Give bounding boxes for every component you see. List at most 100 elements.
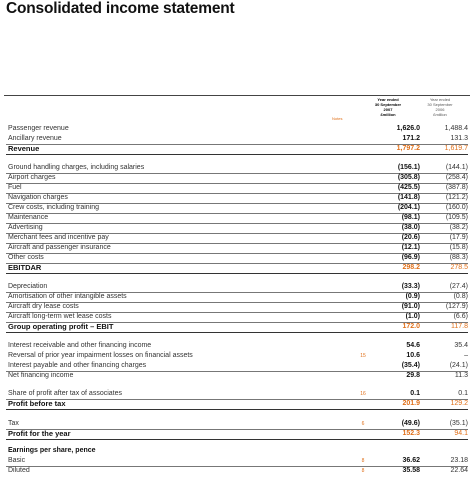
statement-row: Interest receivable and other financing …	[6, 341, 468, 351]
row-previous-value: 94.1	[454, 430, 468, 437]
previous-header-line: Year ended	[429, 97, 451, 102]
row-label: Profit before tax	[8, 399, 66, 408]
row-current-value: (38.0)	[401, 224, 420, 231]
row-current-value: (33.3)	[401, 283, 420, 290]
row-previous-value: (35.1)	[449, 420, 468, 427]
row-current-value: 35.58	[402, 467, 420, 474]
row-label: Share of profit after tax of associates	[8, 390, 123, 397]
row-current-value: (0.9)	[405, 293, 420, 300]
row-label: Earnings per share, pence	[8, 447, 96, 454]
row-previous-value: 23.18	[450, 457, 468, 464]
statement-total-row: Revenue 1,797.2 1,619.7	[6, 144, 468, 155]
statement-row: Reversal of prior year impairment losses…	[6, 351, 468, 361]
row-label: Passenger revenue	[8, 125, 69, 132]
statement-row: Basic 8 36.62 23.18	[6, 456, 468, 467]
row-previous-value: (6.6)	[453, 313, 468, 320]
statement-row: Ancillary revenue 171.2 131.3	[6, 134, 468, 145]
row-current-value: (49.6)	[401, 420, 420, 427]
statement-row: Passenger revenue 1,626.0 1,488.4	[6, 124, 468, 134]
statement-row: Maintenance (98.1) (109.5)	[6, 213, 468, 224]
row-label: Basic	[8, 457, 26, 464]
row-label: Maintenance	[8, 214, 49, 221]
row-label: Aircraft dry lease costs	[8, 303, 79, 310]
row-previous-value: 129.2	[450, 400, 468, 407]
row-label: Interest receivable and other financing …	[8, 342, 152, 349]
row-previous-value: 278.5	[450, 264, 468, 271]
row-previous-value: (15.8)	[449, 244, 468, 251]
row-label: Tax	[8, 420, 19, 427]
row-previous-value: 35.4	[454, 342, 468, 349]
row-label: Amortisation of other intangible assets	[8, 293, 127, 300]
row-label: Aircraft and passenger insurance	[8, 244, 111, 251]
row-current-value: (12.1)	[401, 244, 420, 251]
row-previous-value: (109.5)	[445, 214, 468, 221]
statement-row: Navigation charges (141.8) (121.2)	[6, 193, 468, 204]
row-label: Group operating profit – EBIT	[8, 322, 114, 331]
statement-row: Airport charges (305.8) (258.4)	[6, 173, 468, 184]
row-note: 8	[361, 458, 365, 464]
row-label: Airport charges	[8, 174, 56, 181]
current-header-line: 30 September	[374, 102, 402, 107]
previous-header-line: 2006	[435, 107, 445, 112]
statement-section-heading: Earnings per share, pence	[6, 446, 468, 456]
row-label: Merchant fees and incentive pay	[8, 234, 109, 241]
row-current-value: (425.5)	[397, 184, 420, 191]
statement-row: Depreciation (33.3) (27.4)	[6, 282, 468, 293]
row-label: Revenue	[8, 144, 40, 153]
previous-year-header: Year ended 30 September 2006 £million	[418, 97, 462, 117]
row-label: Profit for the year	[8, 429, 71, 438]
statement-total-row: Group operating profit – EBIT 172.0 117.…	[6, 322, 468, 333]
row-label: Depreciation	[8, 283, 48, 290]
row-current-value: (305.8)	[397, 174, 420, 181]
statement-total-row: Profit before tax 201.9 129.2	[6, 399, 468, 410]
row-previous-value: 1,488.4	[444, 125, 468, 132]
row-label: Ancillary revenue	[8, 135, 62, 142]
row-current-value: (141.8)	[397, 194, 420, 201]
row-previous-value: 22.64	[450, 467, 468, 474]
row-label: Interest payable and other financing cha…	[8, 362, 147, 369]
row-current-value: 0.1	[410, 390, 420, 397]
row-previous-value: (27.4)	[449, 283, 468, 290]
row-current-value: (98.1)	[401, 214, 420, 221]
row-current-value: 152.3	[402, 430, 420, 437]
statement-row: Fuel (425.5) (387.8)	[6, 183, 468, 194]
current-header-line: Year ended	[377, 97, 399, 102]
row-previous-value: (17.9)	[449, 234, 468, 241]
row-label: Reversal of prior year impairment losses…	[8, 352, 193, 359]
row-current-value: 298.2	[402, 264, 420, 271]
row-current-value: (204.1)	[397, 204, 420, 211]
row-label: EBITDAR	[8, 263, 42, 272]
statement-row: Share of profit after tax of associates …	[6, 389, 468, 400]
row-label: Navigation charges	[8, 194, 68, 201]
row-current-value: (1.0)	[405, 313, 420, 320]
row-current-value: 1,626.0	[396, 125, 420, 132]
top-divider	[4, 95, 470, 96]
row-label: Advertising	[8, 224, 43, 231]
row-previous-value: 0.1	[458, 390, 468, 397]
row-label: Fuel	[8, 184, 22, 191]
row-previous-value: (121.2)	[445, 194, 468, 201]
row-label: Diluted	[8, 467, 30, 474]
row-previous-value: 1,619.7	[444, 145, 468, 152]
statement-row: Aircraft long-term wet lease costs (1.0)…	[6, 312, 468, 323]
row-current-value: (156.1)	[397, 164, 420, 171]
row-current-value: 1,797.2	[396, 145, 420, 152]
row-current-value: 54.6	[406, 342, 420, 349]
row-previous-value: (387.8)	[445, 184, 468, 191]
statement-row: Merchant fees and incentive pay (20.6) (…	[6, 233, 468, 244]
row-label: Crew costs, including training	[8, 204, 100, 211]
previous-header-line: £million	[433, 112, 447, 117]
statement-row: Ground handling charges, including salar…	[6, 163, 468, 174]
row-current-value: 201.9	[402, 400, 420, 407]
row-label: Aircraft long-term wet lease costs	[8, 313, 112, 320]
statement-row: Diluted 8 35.58 22.64	[6, 466, 468, 476]
row-previous-value: (24.1)	[449, 362, 468, 369]
row-note: 16	[360, 391, 366, 397]
current-year-header: Year ended 30 September 2007 £million	[367, 97, 409, 117]
row-current-value: 171.2	[402, 135, 420, 142]
statement-row: Aircraft dry lease costs (91.0) (127.9)	[6, 302, 468, 313]
page-title: Consolidated income statement	[6, 0, 235, 17]
statement-total-row: Profit for the year 152.3 94.1	[6, 429, 468, 440]
row-current-value: 36.62	[402, 457, 420, 464]
statement-row: Amortisation of other intangible assets …	[6, 292, 468, 303]
